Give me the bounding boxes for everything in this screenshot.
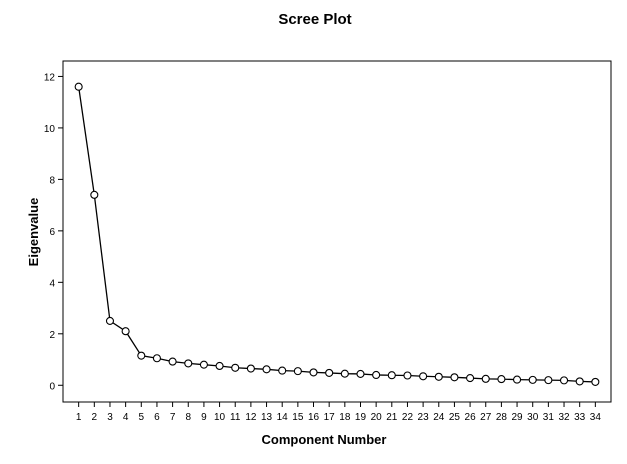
data-point <box>450 373 459 382</box>
y-tick-label: 6 <box>49 227 55 238</box>
data-point <box>434 372 443 381</box>
data-point <box>325 368 334 377</box>
x-tick-label: 34 <box>590 412 602 423</box>
data-point <box>215 361 224 371</box>
data-point <box>575 377 584 386</box>
series-layer <box>74 82 600 386</box>
data-point <box>121 327 130 336</box>
data-point <box>372 370 381 380</box>
data-point <box>419 372 428 381</box>
y-axis-title: Eigenvalue <box>26 198 41 267</box>
data-point <box>559 376 569 385</box>
data-point <box>528 375 537 384</box>
y-tick-label: 0 <box>49 381 55 392</box>
x-tick-label: 28 <box>496 412 508 423</box>
data-point <box>152 354 161 363</box>
x-axis: 1 2 3 4 5 6 7 8 9 10 11 12 13 14 15 16 17 18 19 20 21 22 23 24 2… <box>76 402 601 423</box>
data-point <box>356 369 365 378</box>
x-tick-label: 21 <box>386 412 398 423</box>
x-tick-label: 16 <box>308 412 320 423</box>
data-point <box>497 375 506 384</box>
x-tick-label: 24 <box>433 412 445 423</box>
x-tick-label: 10 <box>214 412 226 423</box>
data-point <box>262 365 271 374</box>
data-point <box>246 364 255 373</box>
data-point <box>513 375 522 384</box>
data-point <box>387 371 396 380</box>
x-tick-label: 23 <box>418 412 430 423</box>
data-point <box>199 360 208 369</box>
x-axis-title: Component Number <box>262 432 387 447</box>
data-point <box>231 363 240 372</box>
x-tick-label: 19 <box>355 412 367 423</box>
data-point <box>74 82 83 91</box>
data-point <box>184 359 193 368</box>
x-tick-label: 18 <box>339 412 351 423</box>
x-tick-label: 33 <box>574 412 586 423</box>
data-point <box>544 376 553 385</box>
data-point <box>293 367 302 376</box>
data-point <box>137 351 146 360</box>
data-point <box>309 368 318 377</box>
x-tick-label: 8 <box>185 412 191 423</box>
series-line <box>78 86 596 383</box>
data-point <box>90 190 99 199</box>
data-point <box>168 357 177 366</box>
data-point <box>403 371 412 380</box>
y-tick-label: 4 <box>49 278 55 289</box>
x-tick-label: 29 <box>511 412 523 423</box>
data-point <box>466 374 475 383</box>
y-axis: 0 2 4 6 8 10 12 <box>44 72 63 392</box>
data-point <box>481 374 490 383</box>
x-tick-label: 11 <box>230 412 241 423</box>
x-tick-label: 13 <box>261 412 273 423</box>
x-tick-label: 5 <box>139 412 145 423</box>
chart-title: Scree Plot <box>278 11 351 28</box>
x-tick-label: 6 <box>154 412 160 423</box>
x-tick-label: 4 <box>123 412 129 423</box>
x-tick-label: 14 <box>277 412 289 423</box>
data-point <box>105 316 115 325</box>
x-tick-label: 9 <box>201 412 207 423</box>
x-tick-label: 3 <box>107 412 113 423</box>
x-tick-label: 12 <box>245 412 257 423</box>
y-tick-label: 8 <box>49 175 55 186</box>
x-tick-label: 17 <box>324 412 336 423</box>
x-tick-label: 32 <box>558 412 570 423</box>
y-tick-label: 10 <box>44 124 56 135</box>
x-tick-label: 22 <box>402 412 414 423</box>
x-tick-label: 1 <box>76 412 82 423</box>
x-tick-label: 20 <box>371 412 383 423</box>
x-tick-label: 7 <box>170 412 176 423</box>
y-tick-label: 12 <box>44 72 56 83</box>
data-point <box>278 366 287 375</box>
data-point <box>340 369 349 378</box>
data-point <box>591 377 600 386</box>
x-tick-label: 26 <box>465 412 477 423</box>
x-tick-label: 25 <box>449 412 461 423</box>
x-tick-label: 30 <box>527 412 539 423</box>
y-tick-label: 2 <box>49 330 55 341</box>
x-tick-label: 15 <box>292 412 304 423</box>
plot-frame <box>62 60 612 403</box>
x-tick-label: 2 <box>92 412 98 423</box>
x-tick-label: 27 <box>480 412 492 423</box>
x-tick-label: 31 <box>543 412 555 423</box>
